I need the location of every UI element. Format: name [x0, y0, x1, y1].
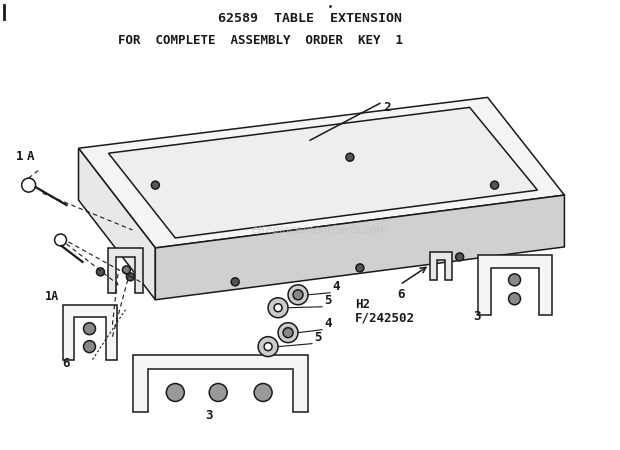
Circle shape [293, 290, 303, 300]
Circle shape [97, 268, 104, 276]
Circle shape [346, 153, 354, 161]
Text: 5: 5 [324, 294, 332, 307]
Circle shape [264, 342, 272, 351]
Text: F/242502: F/242502 [355, 312, 415, 325]
Text: 2: 2 [383, 101, 391, 114]
Circle shape [283, 328, 293, 338]
Circle shape [288, 285, 308, 305]
Polygon shape [79, 148, 156, 300]
Circle shape [84, 323, 95, 335]
Circle shape [231, 278, 239, 286]
Circle shape [254, 383, 272, 401]
Text: 6: 6 [63, 356, 70, 369]
Circle shape [258, 337, 278, 356]
Circle shape [55, 234, 66, 246]
Circle shape [122, 266, 130, 274]
Polygon shape [133, 355, 308, 412]
Circle shape [84, 341, 95, 353]
Circle shape [151, 181, 159, 189]
Circle shape [508, 293, 521, 305]
Text: 1: 1 [16, 150, 23, 163]
Polygon shape [430, 252, 452, 280]
Circle shape [166, 383, 184, 401]
Text: 4: 4 [324, 317, 332, 330]
Polygon shape [79, 97, 564, 248]
Polygon shape [108, 248, 143, 293]
Circle shape [22, 178, 35, 192]
Circle shape [356, 264, 364, 272]
Text: FOR  COMPLETE  ASSEMBLY  ORDER  KEY  1: FOR COMPLETE ASSEMBLY ORDER KEY 1 [118, 34, 402, 47]
Circle shape [268, 298, 288, 318]
Circle shape [274, 304, 282, 312]
Text: eReplacementParts.com: eReplacementParts.com [252, 225, 388, 235]
Circle shape [209, 383, 227, 401]
Circle shape [508, 274, 521, 286]
Circle shape [126, 273, 135, 281]
Text: A: A [27, 150, 34, 163]
Polygon shape [156, 195, 564, 300]
Circle shape [490, 181, 498, 189]
Text: 3: 3 [474, 310, 481, 323]
Text: 62589  TABLE  EXTENSION: 62589 TABLE EXTENSION [218, 12, 402, 25]
Polygon shape [108, 108, 538, 238]
Text: H2: H2 [355, 298, 370, 311]
Text: 4: 4 [332, 280, 340, 293]
Circle shape [278, 323, 298, 342]
Text: 1A: 1A [45, 290, 59, 303]
Circle shape [456, 253, 464, 261]
Text: 3: 3 [205, 410, 213, 423]
Polygon shape [477, 255, 552, 315]
Text: 5: 5 [314, 331, 322, 344]
Polygon shape [63, 305, 117, 360]
Text: 6: 6 [397, 288, 404, 301]
